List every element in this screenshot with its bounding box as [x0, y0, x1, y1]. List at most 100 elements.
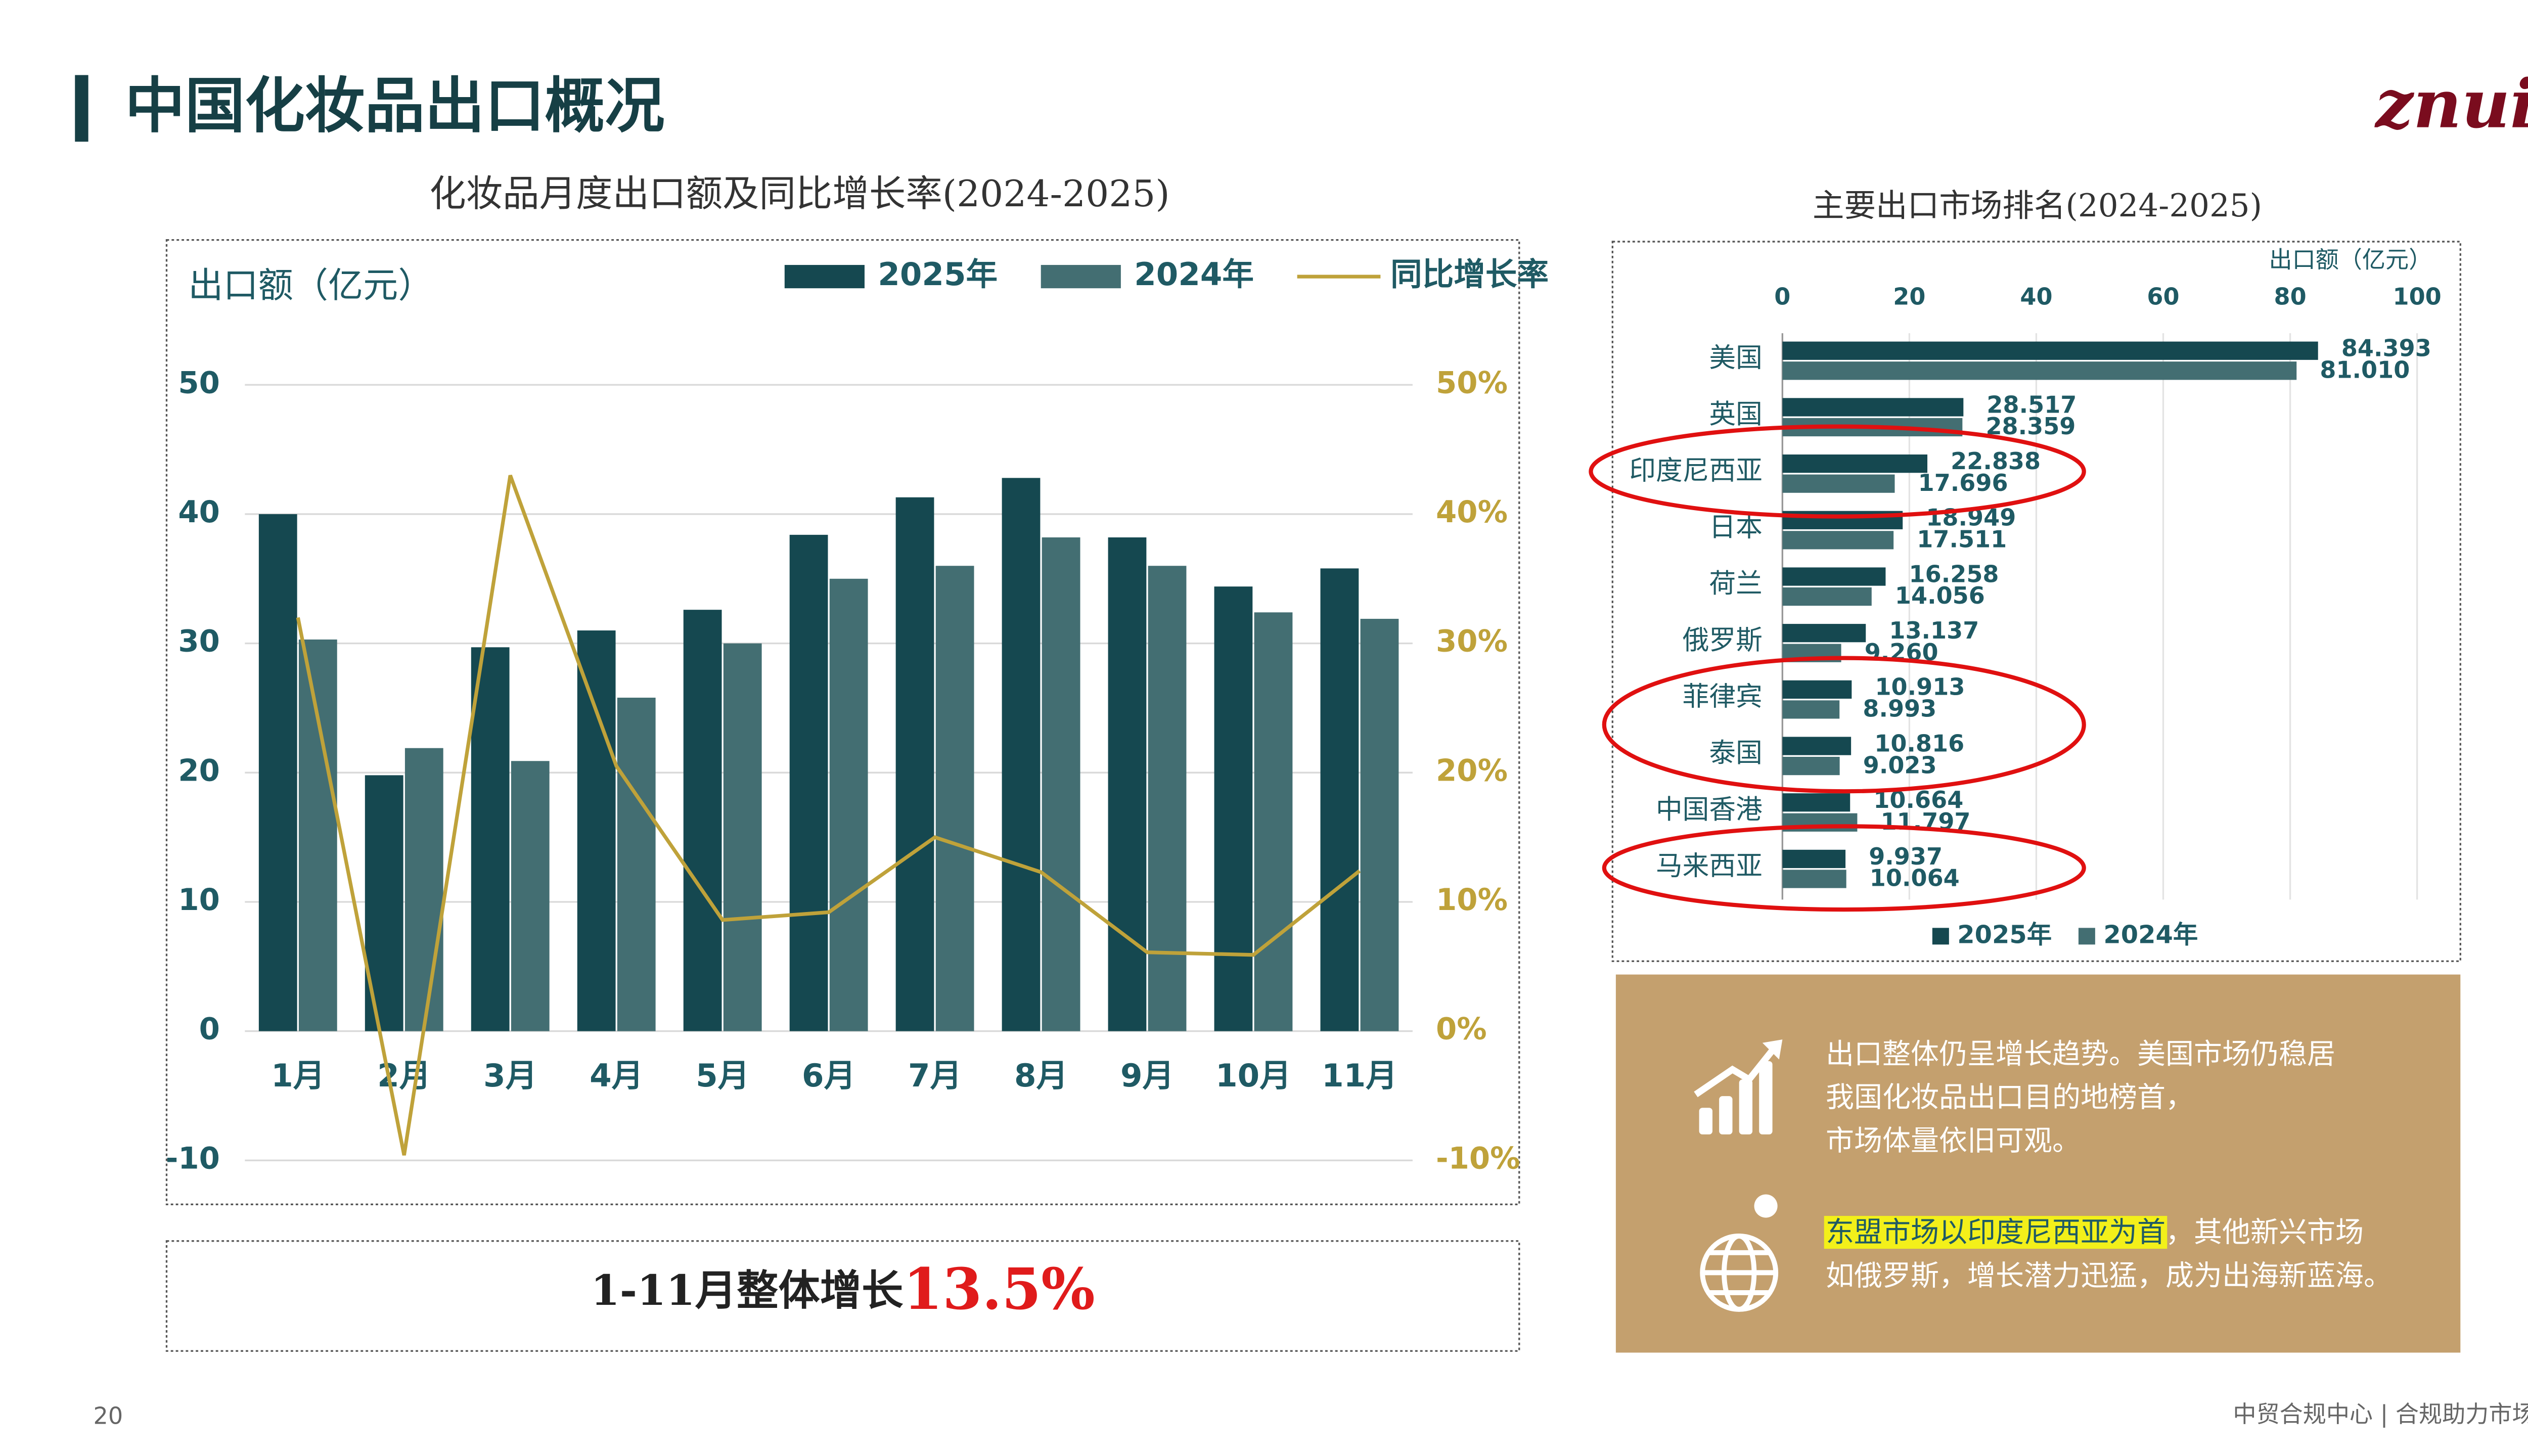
page-number: 20	[94, 1402, 123, 1430]
bar	[404, 748, 443, 1031]
bar	[258, 514, 297, 1031]
bar	[1782, 870, 1846, 888]
value-label: 9.023	[1863, 751, 1937, 779]
x-tick-label: 80	[2274, 283, 2307, 310]
legend-label: 2024年	[2103, 920, 2198, 949]
bar	[895, 497, 934, 1031]
x-tick-label: 5月	[696, 1057, 749, 1094]
x-tick-label: 8月	[1014, 1057, 1068, 1094]
legend-label: 2025年	[878, 256, 998, 293]
insight-text: 出口整体仍呈增长趋势。美国市场仍稳居	[1826, 1038, 2335, 1071]
insight-line: 如俄罗斯，增长潜力迅猛，成为出海新蓝海。	[1826, 1259, 2392, 1292]
bar	[1782, 624, 1866, 643]
bar	[683, 610, 722, 1031]
title-bar	[75, 75, 88, 142]
y-tick-label: 30	[178, 624, 220, 659]
y2-tick-label: 10%	[1436, 882, 1508, 917]
logo: znui	[2374, 65, 2528, 144]
bar	[1320, 568, 1359, 1031]
bar	[1782, 737, 1852, 755]
value-label: 81.010	[2320, 356, 2410, 383]
summary: 1-11月整体增长13.5%	[591, 1257, 1095, 1323]
x-tick-label: 11月	[1322, 1057, 1397, 1094]
summary-text: 1-11月整体增长	[591, 1267, 904, 1315]
legend-label: 2024年	[1134, 256, 1254, 293]
x-axis-label: 出口额（亿元）	[2269, 246, 2432, 273]
value-label: 84.393	[2341, 335, 2431, 362]
y2-tick-label: 20%	[1436, 753, 1508, 788]
bar	[789, 534, 828, 1031]
bar	[1782, 587, 1872, 606]
value-label: 10.816	[1874, 730, 1964, 757]
bar	[1002, 478, 1041, 1031]
bar	[471, 647, 510, 1031]
insight-text: 如俄罗斯，增长潜力迅猛，成为出海新蓝海。	[1826, 1259, 2392, 1292]
value-label: 8.993	[1863, 695, 1936, 722]
highlight-ellipse	[1602, 824, 2086, 912]
y-tick-label: 马来西亚	[1656, 851, 1763, 882]
footer-source: 中贸合规中心 | 合规助力市场	[2233, 1400, 2528, 1428]
highlight-background	[1824, 1216, 2168, 1249]
y-tick-label: 泰国	[1709, 738, 1762, 768]
value-label: 22.838	[1951, 447, 2041, 475]
growth-icon	[1694, 1039, 1783, 1134]
bar	[1782, 700, 1840, 719]
bar	[1782, 849, 1846, 869]
insight-line: 市场体量依旧可观。	[1826, 1124, 2081, 1157]
bar	[1042, 537, 1080, 1031]
bar	[1214, 586, 1253, 1031]
legend-label: 2025年	[1957, 920, 2052, 949]
bar	[511, 761, 550, 1031]
bar	[298, 639, 337, 1031]
y-tick-label: 美国	[1709, 342, 1762, 373]
x-tick-label: 100	[2393, 283, 2442, 310]
legend-swatch	[1041, 265, 1121, 289]
insight-line: 我国化妆品出口目的地榜首，	[1826, 1081, 2194, 1114]
insight-text: 我国化妆品出口目的地榜首，	[1826, 1081, 2194, 1114]
annotations	[1589, 424, 2086, 912]
bar	[1782, 341, 2318, 360]
bar	[1148, 566, 1187, 1031]
chart-frame	[165, 239, 1520, 1205]
chart-title: 化妆品月度出口额及同比增长率(2024-2025)	[429, 173, 1169, 215]
summary-highlight: 13.5%	[903, 1257, 1095, 1323]
chart-title: 主要出口市场排名(2024-2025)	[1813, 187, 2262, 224]
y-tick-label: 荷兰	[1709, 568, 1762, 599]
insight-line: 东盟市场以印度尼西亚为首，其他新兴市场	[1826, 1216, 2364, 1249]
bar	[1108, 537, 1147, 1031]
bar	[1782, 398, 1964, 417]
insight-text: 市场体量依旧可观。	[1826, 1124, 2081, 1157]
y-tick-label: 10	[178, 882, 220, 917]
x-tick-label: 20	[1893, 283, 1925, 310]
slide-title: 中国化妆品出口概况	[125, 71, 665, 141]
bar	[1782, 680, 1852, 699]
value-label: 17.696	[1918, 469, 2008, 496]
y2-tick-label: 30%	[1436, 624, 1508, 659]
y-tick-label: 50	[178, 365, 220, 400]
bar	[1360, 619, 1399, 1031]
x-tick-label: 40	[2020, 283, 2052, 310]
value-label: 28.359	[1985, 413, 2075, 440]
x-tick-label: 0	[1774, 283, 1790, 310]
legend-swatch	[1932, 928, 1949, 945]
y-tick-label: 20	[178, 753, 220, 788]
y-tick-label: 40	[178, 494, 220, 529]
value-label: 28.517	[1987, 391, 2076, 418]
bar	[1782, 474, 1895, 493]
bar	[617, 698, 656, 1031]
value-label: 13.137	[1889, 617, 1979, 644]
x-tick-label: 10月	[1215, 1057, 1291, 1094]
bar	[1782, 567, 1886, 586]
x-tick-label: 9月	[1120, 1057, 1174, 1094]
y-tick-label: 菲律宾	[1683, 681, 1763, 712]
bar	[1254, 612, 1293, 1031]
x-tick-label: 60	[2147, 283, 2179, 310]
value-label: 14.056	[1895, 582, 1985, 609]
bar	[1782, 756, 1840, 776]
value-label: 10.064	[1870, 864, 1960, 892]
legend-swatch	[784, 265, 865, 289]
y-tick-label: 印度尼西亚	[1629, 456, 1763, 486]
